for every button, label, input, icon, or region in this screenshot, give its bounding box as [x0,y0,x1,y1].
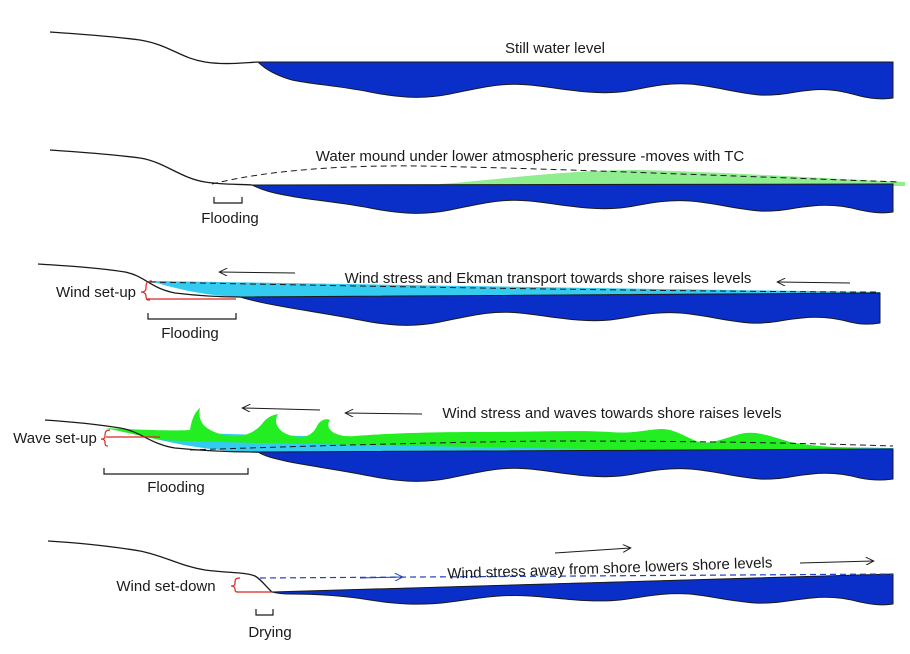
wave-setup-label: Wave set-up [13,430,97,447]
shoreline-profile [47,540,273,593]
flooding-bracket [103,468,249,475]
deep-water-body [251,183,894,214]
panel-wave-setup: Wave set-up Flooding Wind stress and wav… [13,405,894,496]
still-water-level-dashed [259,573,894,579]
panel-title: Wind stress and Ekman transport towards … [345,270,752,287]
setup-brace [140,280,153,301]
deep-water-body [239,292,881,326]
pressure-water-mound [440,170,905,186]
wind-arrow-left [243,408,321,410]
flooding-bracket [213,197,243,204]
raised-water-surface-dashed [211,165,901,185]
wind-arrow-left [220,272,296,273]
panel-still-water: Still water level [49,31,894,100]
raised-water-surface-dashed [149,281,881,293]
wind-setdown-label: Wind set-down [116,578,215,595]
shoreline-profile [49,31,259,65]
wind-arrow-right [554,548,630,554]
drying-label: Drying [248,624,291,641]
flooding-bracket [147,313,237,320]
raised-water-surface-dashed [189,440,894,451]
wave-crests [105,408,893,452]
panel-title: Wind stress and waves towards shore rais… [442,405,781,422]
shoreline-profile [44,419,259,453]
wind-setup-label: Wind set-up [56,284,136,301]
wind-arrow-right [359,577,402,578]
flooding-label: Flooding [201,210,259,227]
deep-water-body [256,61,894,100]
panel-wind-setup: Wind set-up Flooding Wind stress and Ekm… [37,263,881,342]
deep-water-body [256,448,894,482]
wind-arrow-left [346,413,423,414]
flooding-label: Flooding [161,325,219,342]
panel-title: Water mound under lower atmospheric pres… [316,148,745,165]
panel-pressure-mound: Flooding Water mound under lower atmosph… [49,148,905,227]
shoreline-profile [49,149,253,186]
panel-wind-setdown: Wind set-down Drying Wind stress away fr… [47,540,894,641]
deep-water-body [271,573,894,606]
wind-arrow-right [799,561,873,563]
flooding-label: Flooding [147,479,205,496]
setdown-brace [230,577,241,593]
shoreline-profile [37,263,241,298]
setup-brace [100,429,111,447]
wind-arrow-left [778,282,851,283]
drying-bracket [255,609,274,616]
panel-title: Still water level [505,40,605,57]
